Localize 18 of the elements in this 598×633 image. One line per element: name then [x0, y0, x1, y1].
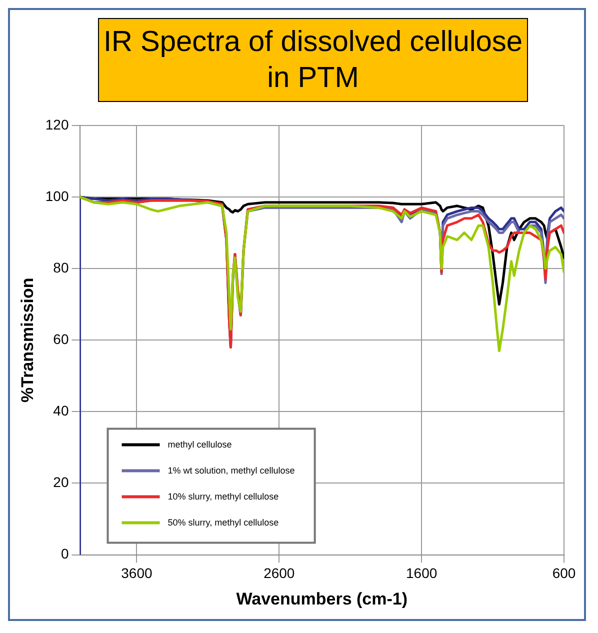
legend-label: 10% slurry, methyl cellulose: [168, 491, 279, 502]
legend-label: 50% slurry, methyl cellulose: [168, 517, 279, 528]
x-tick-label: 600: [552, 565, 576, 582]
y-tick-label: 120: [45, 116, 69, 132]
x-tick-label: 3600: [121, 565, 153, 582]
y-tick-label: 20: [53, 474, 69, 490]
legend-label: 1% wt solution, methyl cellulose: [168, 465, 295, 476]
y-tick-label: 80: [53, 259, 69, 276]
x-tick-label: 1600: [406, 565, 438, 582]
y-tick-label: 0: [60, 546, 69, 562]
y-tick-label: 60: [53, 330, 69, 347]
x-axis-title: Wavenumbers (cm-1): [236, 589, 408, 608]
x-tick-label: 2600: [264, 565, 295, 582]
y-tick-label: 40: [53, 402, 69, 419]
y-axis-title: %Transmission: [18, 278, 37, 402]
legend-label: methyl cellulose: [168, 439, 232, 450]
y-tick-label: 100: [45, 188, 69, 204]
chart-title: IR Spectra of dissolved cellulose in PTM: [98, 18, 528, 102]
